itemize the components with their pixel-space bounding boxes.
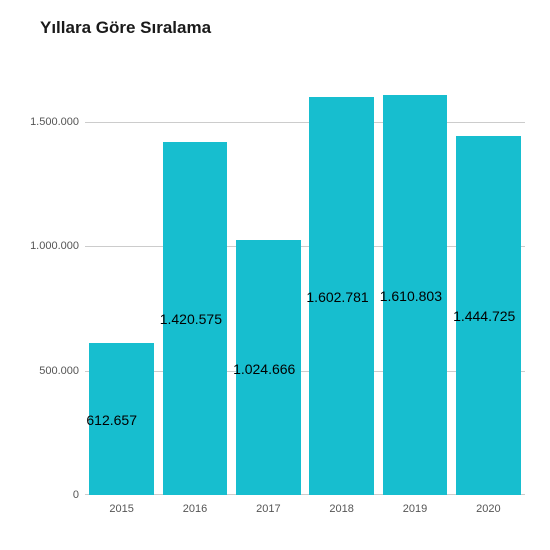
chart-title: Yıllara Göre Sıralama <box>40 18 211 38</box>
bar-chart: Yıllara Göre Sıralama 0500.0001.000.0001… <box>0 0 550 550</box>
bar-value-label: 1.444.725 <box>453 308 515 324</box>
bar-value-label: 1.602.781 <box>306 289 368 305</box>
plot-area: 0500.0001.000.0001.500.0002015612.657201… <box>85 60 525 495</box>
bar-value-label: 1.024.666 <box>233 361 295 377</box>
x-tick-label: 2020 <box>476 495 500 515</box>
bar-value-label: 1.610.803 <box>380 288 442 304</box>
x-tick-label: 2018 <box>329 495 353 515</box>
y-tick-label: 1.500.000 <box>30 116 85 128</box>
bar-value-label: 612.657 <box>86 412 137 428</box>
bar-value-label: 1.420.575 <box>160 311 222 327</box>
x-tick-label: 2019 <box>403 495 427 515</box>
grid-line <box>85 122 525 123</box>
y-tick-label: 1.000.000 <box>30 240 85 252</box>
x-tick-label: 2016 <box>183 495 207 515</box>
y-tick-label: 500.000 <box>39 365 85 377</box>
y-tick-label: 0 <box>73 489 85 501</box>
x-tick-label: 2015 <box>109 495 133 515</box>
x-tick-label: 2017 <box>256 495 280 515</box>
